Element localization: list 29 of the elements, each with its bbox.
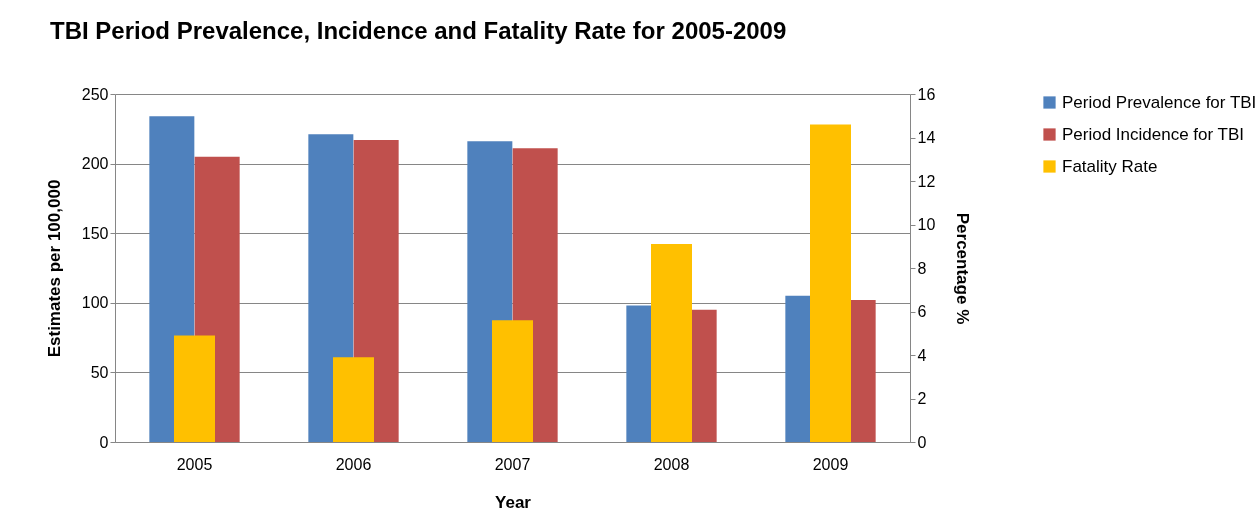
chart-title: TBI Period Prevalence, Incidence and Fatality Rate for 2005-2009 <box>50 17 787 44</box>
x-tick-label: 2008 <box>653 455 690 473</box>
x-tick-label: 2009 <box>812 455 849 473</box>
bar <box>810 124 851 442</box>
legend-label: Period Incidence for TBI <box>1062 124 1245 144</box>
y-tick-label: 250 <box>81 85 109 103</box>
y2-tick-label: 12 <box>917 172 936 190</box>
x-tick-label: 2006 <box>335 455 372 473</box>
y-tick-label: 150 <box>81 224 109 242</box>
y2-tick-label: 2 <box>917 390 927 407</box>
y2-tick-label: 4 <box>917 346 927 364</box>
y-tick-label: 100 <box>81 294 109 312</box>
bar <box>333 357 374 442</box>
x-tick-label: 2005 <box>176 455 213 473</box>
y2-tick-label: 14 <box>917 129 936 146</box>
y2-tick-label: 16 <box>917 85 936 103</box>
y2-tick-label: 6 <box>917 303 927 320</box>
y2-axis-title: Percentage % <box>953 212 973 325</box>
legend-label: Fatality Rate <box>1062 156 1158 176</box>
x-axis-title: Year <box>495 492 532 512</box>
y2-tick-label: 0 <box>917 433 927 451</box>
y-tick-label: 0 <box>99 433 109 451</box>
y-tick-label: 50 <box>90 363 109 381</box>
y2-tick-label: 8 <box>917 259 927 277</box>
y-axis-title: Estimates per 100,000 <box>44 179 64 358</box>
y2-tick-label: 10 <box>917 216 936 233</box>
legend-label: Period Prevalence for TBI <box>1062 92 1256 112</box>
x-tick-label: 2007 <box>494 455 531 473</box>
y-tick-label: 200 <box>81 155 109 173</box>
